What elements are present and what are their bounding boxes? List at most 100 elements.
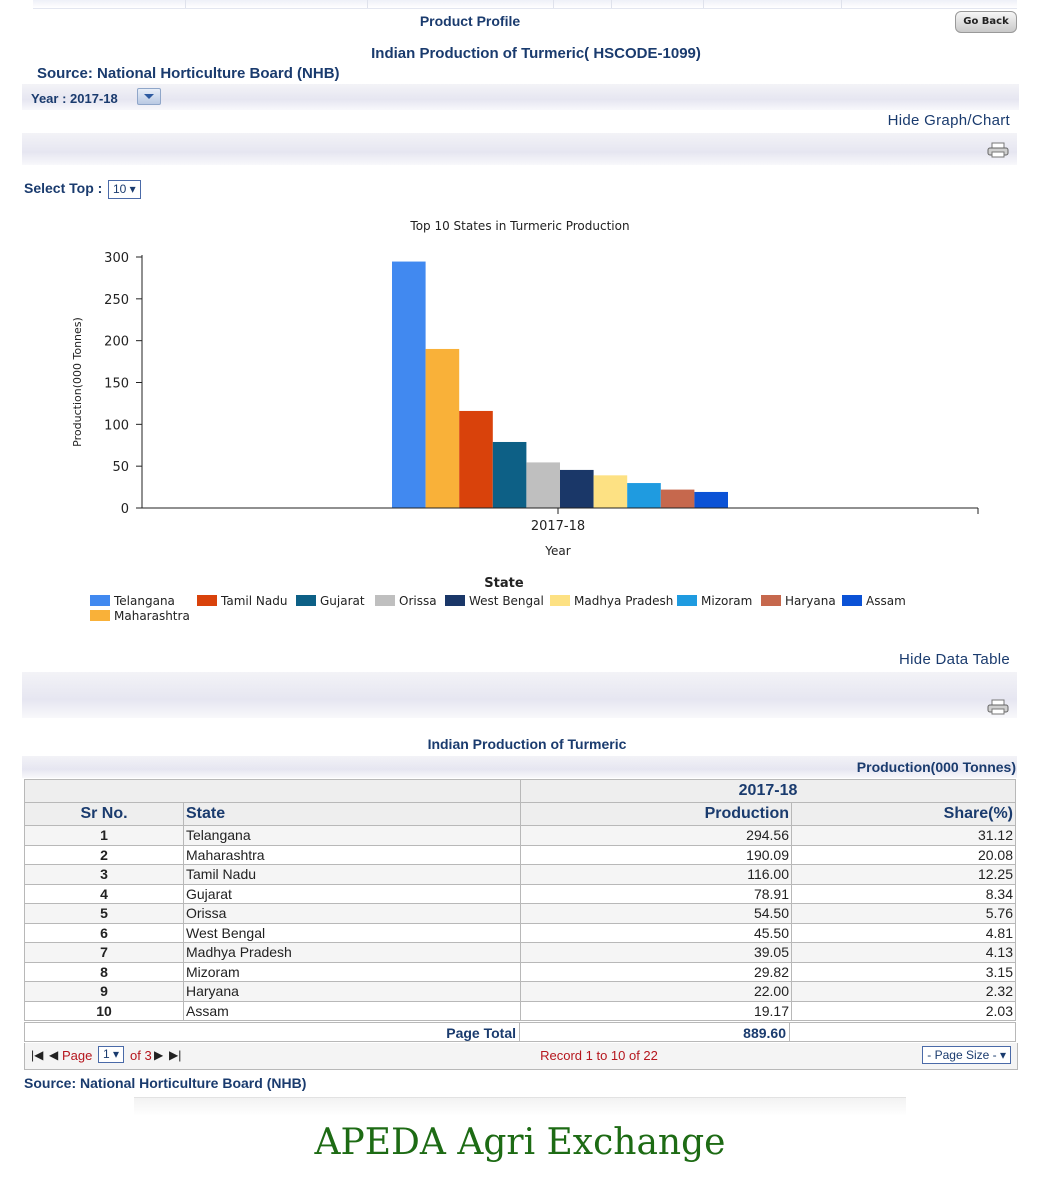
state-cell: Tamil Nadu	[183, 864, 521, 885]
chevron-down-icon	[144, 94, 154, 99]
share-cell: 5.76	[791, 903, 1016, 924]
state-header: State	[183, 802, 521, 826]
hide-graph-link[interactable]: Hide Graph/Chart	[887, 112, 1010, 129]
bar-maharashtra[interactable]	[425, 348, 460, 508]
bar-telangana[interactable]	[392, 261, 426, 508]
page-size-dropdown[interactable]: - Page Size - ▾	[922, 1046, 1011, 1064]
production-cell: 22.00	[520, 981, 792, 1002]
x-axis-label: Year	[544, 544, 570, 558]
x-tick-label: 2017-18	[531, 519, 585, 534]
legend-label: Orissa	[399, 594, 437, 608]
last-page-icon[interactable]: ▶|	[169, 1048, 182, 1062]
go-back-button[interactable]: Go Back	[955, 11, 1017, 33]
share-cell: 3.15	[791, 961, 1016, 982]
legend-swatch	[375, 595, 395, 606]
legend-item[interactable]: West Bengal	[445, 594, 544, 608]
bar-assam[interactable]	[694, 491, 728, 508]
legend-swatch	[296, 595, 316, 606]
table-header-row: Sr No. State Production Share(%)	[24, 802, 1016, 826]
year-dropdown-button[interactable]	[137, 88, 161, 105]
y-tick-label: 200	[104, 335, 129, 350]
page-label: Page	[62, 1048, 93, 1063]
legend-swatch	[677, 595, 697, 606]
bar-orissa[interactable]	[526, 462, 560, 508]
year-label: Year : 2017-18	[31, 91, 118, 106]
state-cell: West Bengal	[183, 922, 521, 943]
prev-page-icon[interactable]: ◀	[49, 1048, 59, 1062]
footer-divider	[134, 1097, 906, 1116]
first-page-icon[interactable]: |◀	[31, 1048, 44, 1062]
table-row: 6 West Bengal 45.50 4.81	[24, 922, 1016, 943]
y-tick-label: 300	[104, 251, 129, 266]
state-cell: Telangana	[183, 825, 521, 846]
legend-item[interactable]: Assam	[842, 594, 906, 608]
table-row: 1 Telangana 294.56 31.12	[24, 825, 1016, 846]
y-axis-label: Production(000 Tonnes)	[71, 317, 84, 447]
share-cell: 8.34	[791, 883, 1016, 904]
unit-bar: Production(000 Tonnes)	[22, 756, 1017, 778]
bottom-source: Source: National Horticulture Board (NHB…	[24, 1075, 307, 1091]
state-cell: Haryana	[183, 981, 521, 1002]
bar-gujarat[interactable]	[492, 441, 527, 508]
bar-madhya-pradesh[interactable]	[593, 475, 628, 508]
legend-label: Assam	[866, 594, 906, 608]
sr-cell: 3	[24, 864, 184, 885]
y-tick-label: 0	[121, 502, 129, 517]
bar-tamil-nadu[interactable]	[459, 410, 493, 508]
share-cell: 12.25	[791, 864, 1016, 885]
legend-label: Haryana	[785, 594, 836, 608]
legend-swatch	[761, 595, 781, 606]
hide-table-link[interactable]: Hide Data Table	[899, 651, 1010, 668]
legend-item[interactable]: Tamil Nadu	[197, 594, 287, 608]
legend-item[interactable]: Telangana	[90, 594, 175, 608]
share-cell: 4.13	[791, 942, 1016, 963]
table-row: 2 Maharashtra 190.09 20.08	[24, 844, 1016, 865]
select-top-dropdown[interactable]: 10 ▾	[108, 180, 141, 199]
legend-swatch	[445, 595, 465, 606]
production-cell: 78.91	[520, 883, 792, 904]
share-cell: 2.03	[791, 1000, 1016, 1021]
legend-item[interactable]: Madhya Pradesh	[550, 594, 673, 608]
state-cell: Mizoram	[183, 961, 521, 982]
sr-cell: 9	[24, 981, 184, 1002]
legend-swatch	[90, 595, 110, 606]
table-header-blank	[24, 779, 521, 803]
bar-chart: Top 10 States in Turmeric Production Pro…	[71, 219, 979, 558]
bar-haryana[interactable]	[660, 489, 695, 508]
state-cell: Orissa	[183, 903, 521, 924]
legend-item[interactable]: Mizoram	[677, 594, 752, 608]
share-cell: 31.12	[791, 825, 1016, 846]
y-tick-label: 50	[112, 460, 129, 475]
section-title: Product Profile	[419, 13, 521, 29]
legend-item[interactable]: Haryana	[761, 594, 836, 608]
legend-label: Telangana	[114, 594, 175, 608]
production-table: 2017-18 Sr No. State Production Share(%)…	[24, 779, 1016, 1021]
printer-icon[interactable]	[987, 142, 1009, 158]
bar-mizoram[interactable]	[627, 483, 661, 508]
bar-west-bengal[interactable]	[560, 469, 594, 508]
legend-item[interactable]: Orissa	[375, 594, 437, 608]
sr-cell: 10	[24, 1000, 184, 1021]
share-cell: 20.08	[791, 844, 1016, 865]
share-header: Share(%)	[791, 802, 1016, 826]
chart-title: Top 10 States in Turmeric Production	[409, 219, 629, 233]
legend-swatch	[90, 610, 110, 621]
legend-item[interactable]: Maharashtra	[90, 609, 190, 623]
source-text: Source: National Horticulture Board (NHB…	[37, 65, 340, 82]
page-count: of 3	[130, 1048, 152, 1063]
page-number-dropdown[interactable]: 1 ▾	[98, 1046, 125, 1063]
legend-item[interactable]: Gujarat	[296, 594, 365, 608]
legend-label: Gujarat	[320, 594, 365, 608]
page-total-blank	[789, 1022, 1016, 1042]
pager-bar: |◀ ◀ Page 1 ▾ of 3 ▶ ▶| Record 1 to 10 o…	[24, 1043, 1018, 1070]
y-tick-label: 100	[104, 418, 129, 433]
year-bar: Year : 2017-18	[22, 84, 1019, 110]
next-page-icon[interactable]: ▶	[154, 1048, 164, 1062]
printer-icon[interactable]	[987, 699, 1009, 715]
table-row: 9 Haryana 22.00 2.32	[24, 981, 1016, 1002]
production-cell: 54.50	[520, 903, 792, 924]
table-row: 7 Madhya Pradesh 39.05 4.13	[24, 942, 1016, 963]
sr-header: Sr No.	[24, 802, 184, 826]
table-title: Indian Production of Turmeric	[427, 736, 627, 752]
table-row: 3 Tamil Nadu 116.00 12.25	[24, 864, 1016, 885]
